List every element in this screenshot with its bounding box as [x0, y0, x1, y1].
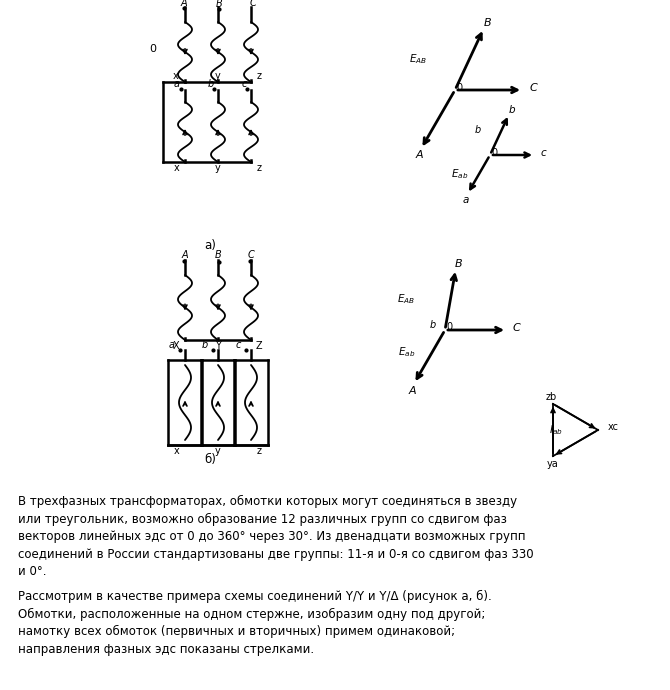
Text: a: a — [462, 195, 469, 205]
Text: C: C — [250, 0, 257, 8]
Text: 0: 0 — [491, 148, 497, 158]
Text: x: x — [174, 163, 180, 173]
Text: X: X — [173, 341, 180, 351]
Text: c: c — [236, 340, 241, 350]
Text: b: b — [208, 79, 214, 89]
Text: $E_{AB}$: $E_{AB}$ — [409, 52, 427, 66]
Text: A: A — [415, 150, 423, 160]
Text: b: b — [202, 340, 208, 350]
Text: y: y — [215, 163, 221, 173]
Text: $I_{ab}$: $I_{ab}$ — [549, 423, 563, 437]
Text: б): б) — [204, 453, 216, 466]
Text: c: c — [241, 79, 247, 89]
Text: B: B — [455, 259, 462, 269]
Text: $E_{ab}$: $E_{ab}$ — [451, 168, 468, 181]
Text: 0: 0 — [149, 44, 157, 54]
Text: A: A — [181, 0, 188, 8]
Text: $E_{ab}$: $E_{ab}$ — [398, 345, 415, 359]
Text: x: x — [174, 446, 180, 456]
Text: Рассмотрим в качестве примера схемы соединений Y/Y и Y/Δ (рисунок а, б).
Обмотки: Рассмотрим в качестве примера схемы соед… — [18, 590, 492, 656]
Text: y: y — [215, 446, 221, 456]
Text: $E_{AB}$: $E_{AB}$ — [397, 293, 415, 306]
Text: a: a — [169, 340, 175, 350]
Text: a: a — [174, 79, 180, 89]
Text: z: z — [257, 71, 261, 81]
Text: 0: 0 — [456, 83, 462, 93]
Text: Z: Z — [256, 341, 263, 351]
Text: b: b — [430, 320, 436, 330]
Text: B: B — [216, 0, 222, 9]
Text: b: b — [475, 125, 481, 135]
Text: В трехфазных трансформаторах, обмотки которых могут соединяться в звезду
или тре: В трехфазных трансформаторах, обмотки ко… — [18, 495, 533, 578]
Text: y: y — [215, 71, 221, 81]
Text: A: A — [182, 250, 188, 260]
Text: ya: ya — [547, 459, 559, 469]
Text: z: z — [257, 446, 261, 456]
Text: xc: xc — [608, 422, 619, 432]
Text: A: A — [408, 386, 416, 395]
Text: а): а) — [204, 239, 216, 251]
Text: B: B — [214, 250, 221, 260]
Text: C: C — [248, 250, 255, 260]
Text: Y: Y — [215, 341, 221, 351]
Text: B: B — [484, 19, 492, 28]
Text: 0: 0 — [446, 322, 452, 332]
Text: C: C — [512, 323, 520, 333]
Text: b: b — [509, 105, 515, 115]
Text: x: x — [173, 71, 179, 81]
Text: z: z — [257, 163, 261, 173]
Text: c: c — [540, 148, 546, 158]
Text: zb: zb — [545, 392, 557, 402]
Text: C: C — [529, 83, 537, 93]
